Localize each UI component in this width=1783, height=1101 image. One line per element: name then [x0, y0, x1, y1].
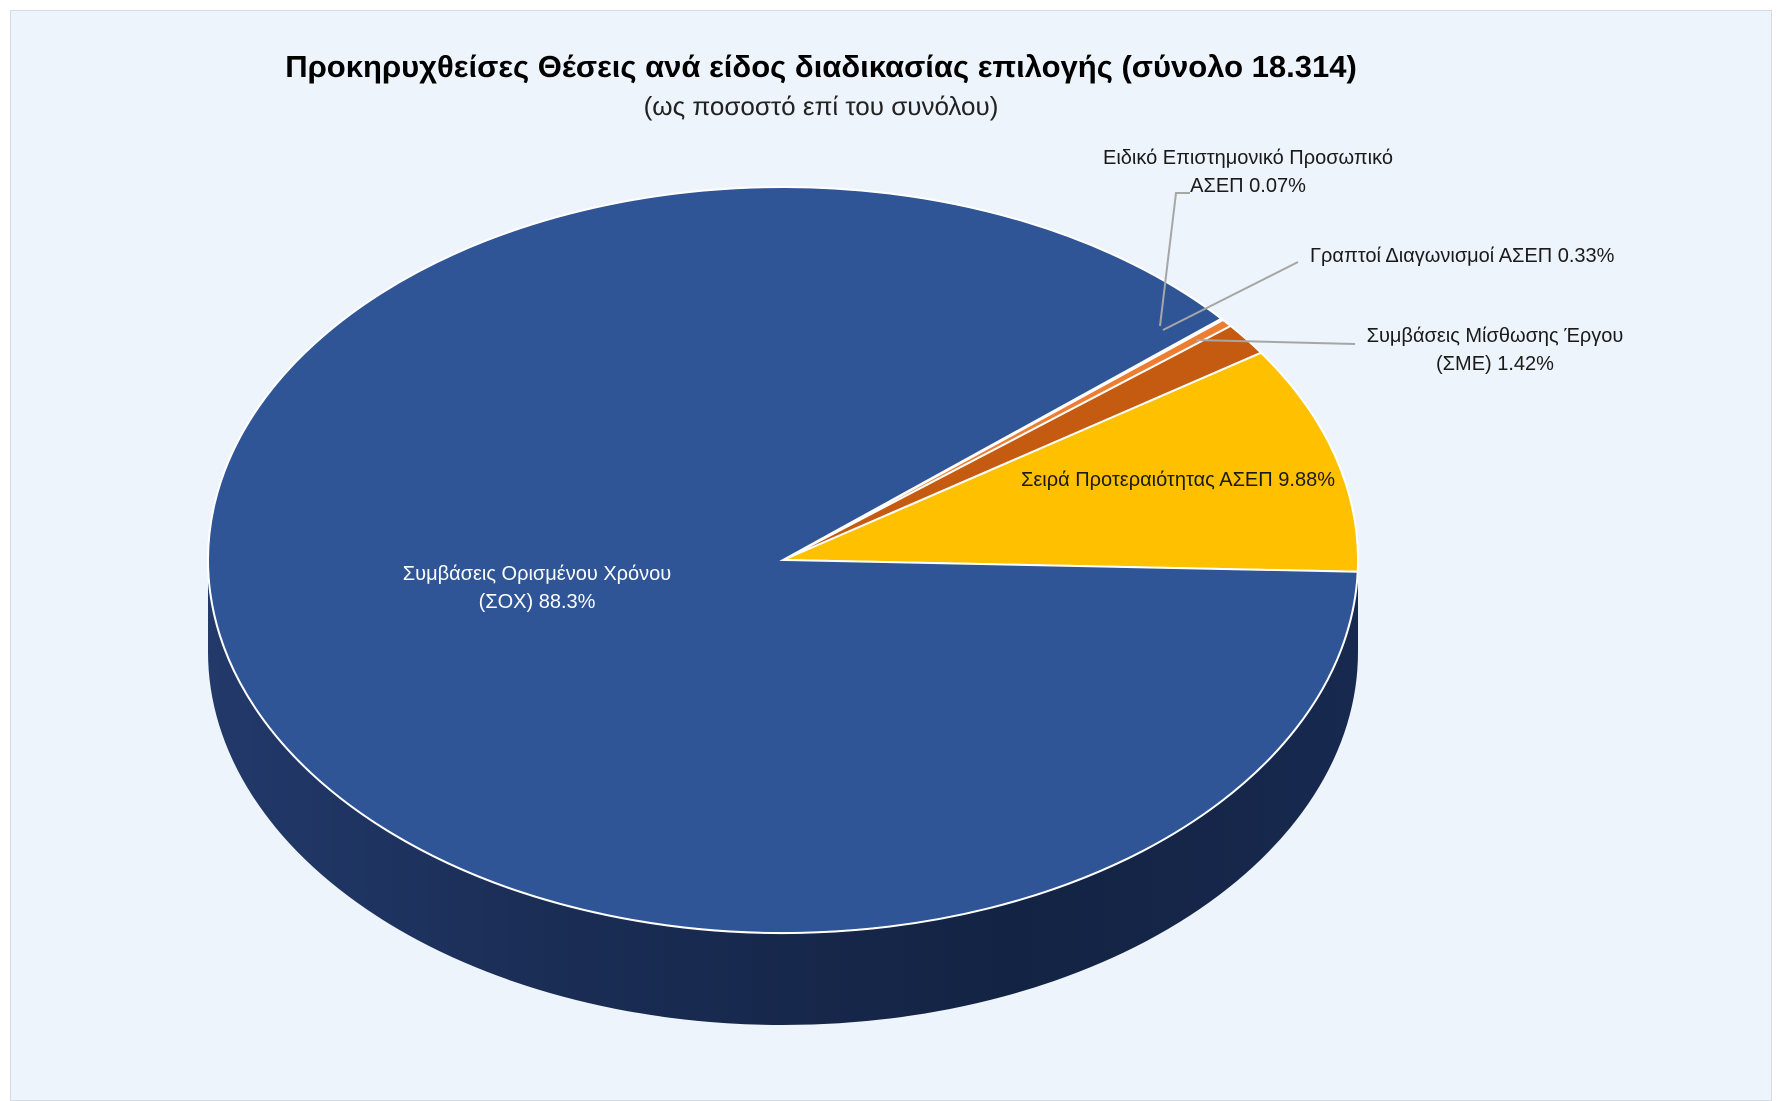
slice-label: Σειρά Προτεραιότητας ΑΣΕΠ 9.88% — [1021, 469, 1335, 491]
chart-subtitle: (ως ποσοστό επί του συνόλου) — [643, 91, 999, 121]
pie-side-wall — [208, 560, 1358, 1025]
slice-label: Συμβάσεις Μίσθωσης Έργου (ΣΜΕ) 1.42% — [1367, 325, 1624, 375]
slice-label: Ειδικό Επιστημονικό Προσωπικό ΑΣΕΠ 0.07% — [1103, 147, 1393, 197]
slice-label: Συμβάσεις Ορισμένου Χρόνου (ΣΟΧ) 88.3% — [403, 563, 671, 613]
pie-top-outline — [207, 186, 1359, 934]
leader-line — [1195, 339, 1356, 345]
chart-title: Προκηρυχθείσες Θέσεις ανά είδος διαδικασ… — [285, 49, 1357, 84]
slice-label: Γραπτοί Διαγωνισμοί ΑΣΕΠ 0.33% — [1310, 245, 1615, 267]
leader-line — [1159, 192, 1190, 327]
leader-line — [1162, 261, 1299, 331]
